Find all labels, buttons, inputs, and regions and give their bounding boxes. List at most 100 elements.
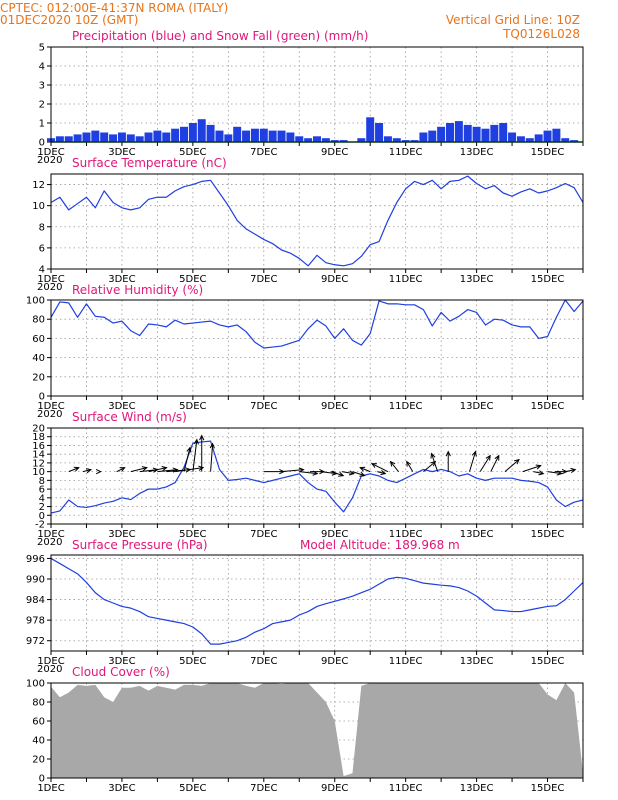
x-tick-label: 13DEC: [460, 656, 494, 667]
x-tick-label: 7DEC: [250, 529, 277, 540]
precip-bar: [401, 140, 410, 142]
y-tick-label: 3: [39, 81, 45, 92]
y-tick-label: 20: [32, 755, 45, 766]
wind-arrow-head: [471, 450, 477, 457]
y-tick-label: 5: [39, 43, 45, 54]
wind-arrow-shaft: [352, 471, 365, 477]
y-tick-label: 6: [39, 243, 45, 254]
x-tick-label: 13DEC: [460, 147, 494, 158]
y-tick-label: 12: [32, 458, 45, 469]
wind-arrow-shaft: [504, 459, 520, 473]
precip-bar: [570, 140, 579, 142]
precip-bar: [295, 136, 304, 142]
precip-bar: [242, 130, 251, 142]
x-tick-label: 13DEC: [460, 783, 494, 794]
wind-arrow-shaft: [565, 469, 576, 473]
wind-arrow-shaft: [360, 467, 371, 473]
x-tick-label: 15DEC: [531, 401, 565, 412]
panel-title-rh: Relative Humidity (%): [72, 283, 203, 297]
x-tick-label: 15DEC: [531, 656, 565, 667]
precip-bar: [313, 136, 321, 142]
panel-title-precip: Precipitation (blue) and Snow Fall (gree…: [72, 29, 368, 43]
rh-series-line: [50, 299, 584, 349]
precip-bar: [552, 128, 561, 142]
panel-title-wind: Surface Wind (m/s): [72, 410, 187, 424]
precip-bar: [339, 140, 348, 142]
temp-series-line: [50, 175, 584, 267]
x-tick-label: 11DEC: [389, 656, 423, 667]
panel-pressure: Surface Pressure (hPa) Model Altitude: 18…: [26, 538, 584, 675]
x-tick-label: 5DEC: [179, 656, 206, 667]
x-tick-label: 15DEC: [531, 783, 565, 794]
precip-bar: [91, 130, 100, 142]
wind-arrow-head: [338, 471, 345, 477]
wind-arrow-head: [199, 434, 205, 441]
wind-arrow-shaft: [157, 469, 178, 473]
x-tick-label: 5DEC: [179, 529, 206, 540]
precip-bar: [82, 132, 91, 142]
x-tick-label: 3DEC: [108, 274, 135, 285]
wind-arrow-head: [570, 467, 577, 474]
wind-arrow-head: [380, 470, 387, 476]
precip-bar: [392, 138, 401, 142]
wind-arrow-shaft: [371, 463, 389, 473]
precip-bar: [64, 136, 73, 142]
precip-bar: [135, 136, 144, 142]
cloud-cover-area: [51, 683, 583, 778]
x-tick-label: 15DEC: [531, 274, 565, 285]
y-tick-label: 2: [39, 100, 45, 111]
x-tick-label: 3DEC: [108, 147, 135, 158]
wind-arrow-shaft: [320, 471, 337, 475]
wind-arrow-head: [193, 438, 199, 445]
y-tick-label: 40: [32, 353, 45, 364]
x-tick-label: 9DEC: [321, 147, 348, 158]
panels-group: Precipitation (blue) and Snow Fall (gree…: [26, 29, 584, 794]
precip-bar: [525, 138, 534, 142]
wind-arrow-head: [370, 463, 377, 468]
x-tick-label: 13DEC: [460, 401, 494, 412]
y-tick-label: 4: [39, 62, 45, 73]
x-tick-label: 5DEC: [179, 274, 206, 285]
panel-frame: [50, 427, 584, 525]
y-tick-label: 60: [32, 334, 45, 345]
header-date: 01DEC2020 10Z (GMT): [0, 13, 138, 27]
precip-bar: [463, 124, 472, 142]
panel-subtitle-pressure: Model Altitude: 189.968 m: [300, 538, 460, 552]
wind-arrow-shaft: [469, 451, 476, 472]
y-tick-label: 4: [39, 493, 45, 504]
x-tick-label: 3DEC: [108, 783, 135, 794]
x-year-label-cut: 2020: [37, 282, 62, 293]
wind-arrow-shaft: [522, 465, 541, 473]
precip-bar: [499, 123, 508, 142]
wind-arrow-head: [348, 470, 355, 476]
y-tick-label: 14: [32, 450, 45, 461]
y-tick-label: 20: [32, 424, 45, 435]
x-tick-label: 1DEC: [37, 147, 64, 158]
panel-temp: Surface Temperature (nC) 4 6 8 10 12 1DEC 3DEC 5…: [32, 156, 584, 293]
precip-bar: [206, 124, 215, 142]
precip-bar: [259, 128, 268, 142]
panel-frame: [50, 299, 584, 397]
wind-arrow-shaft: [130, 467, 147, 473]
precip-bar: [277, 130, 286, 142]
wind-series-line: [50, 440, 584, 514]
x-tick-label: 7DEC: [250, 274, 277, 285]
precip-bar: [233, 126, 242, 142]
precip-bar: [171, 128, 180, 142]
wind-arrow-head: [514, 458, 520, 465]
precip-bar: [304, 138, 313, 142]
x-tick-label: 7DEC: [250, 147, 277, 158]
precip-bar: [109, 134, 118, 142]
y-tick-label: 990: [26, 575, 45, 586]
wind-arrow-head: [430, 452, 436, 459]
x-tick-label: 9DEC: [321, 274, 348, 285]
panel-precip: Precipitation (blue) and Snow Fall (gree…: [37, 29, 584, 166]
wind-arrow-head: [85, 468, 93, 474]
panel-frame: [50, 682, 584, 779]
x-tick-label: 5DEC: [179, 783, 206, 794]
x-tick-label: 3DEC: [108, 401, 135, 412]
y-tick-label: 40: [32, 736, 45, 747]
x-tick-label: 11DEC: [389, 529, 423, 540]
